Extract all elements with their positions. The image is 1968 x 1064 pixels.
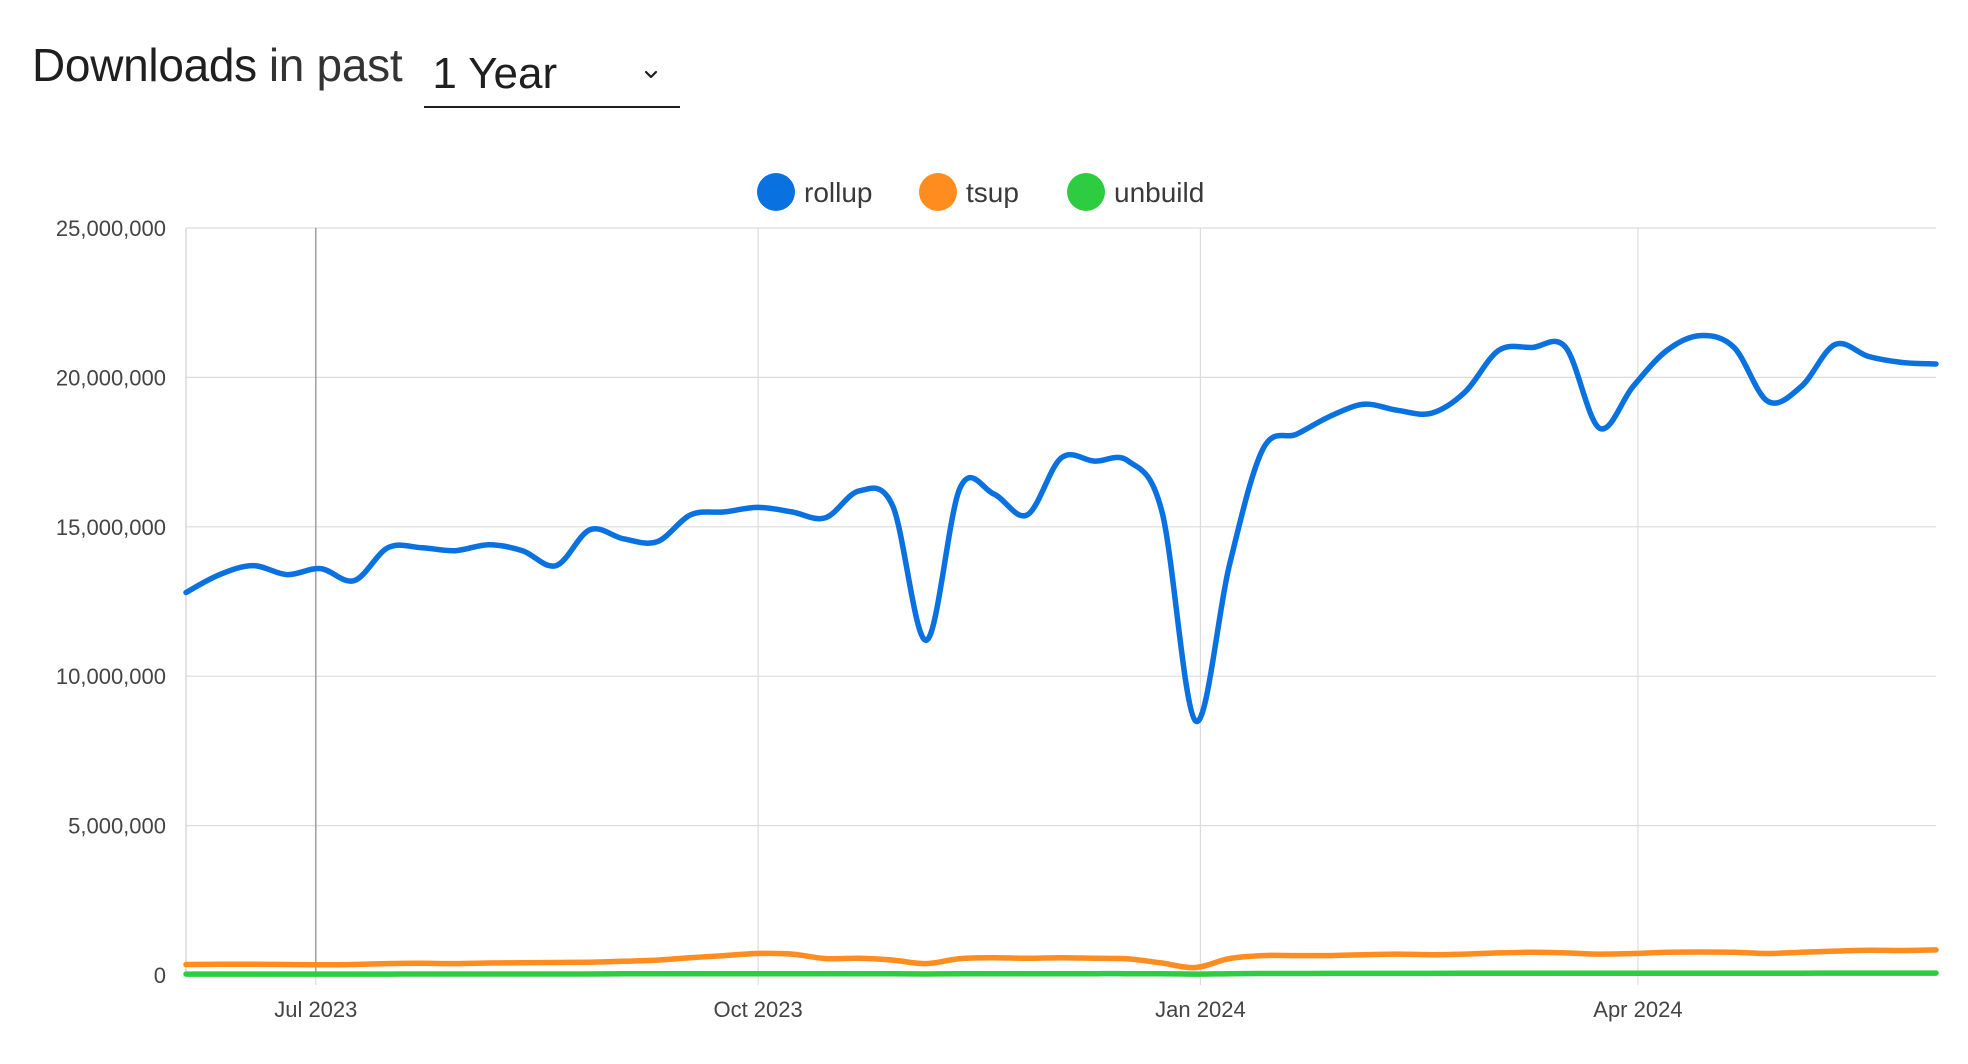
legend-label-tsup: tsup — [966, 177, 1019, 208]
time-range-select[interactable]: 1 Year — [424, 42, 681, 108]
legend-item-unbuild[interactable]: unbuild — [1067, 173, 1204, 211]
chart-axes: 0 5,000,000 10,000,000 15,000,000 20,000,000… — [56, 216, 1683, 1022]
series-line-tsup — [183, 947, 1939, 971]
y-tick-label: 25,000,000 — [56, 216, 166, 241]
y-tick-label: 5,000,000 — [68, 814, 166, 839]
x-tick-label: Oct 2023 — [713, 997, 802, 1022]
chart-series — [183, 332, 1939, 977]
x-tick-label: Apr 2024 — [1593, 997, 1682, 1022]
time-range-value: 1 Year — [432, 49, 558, 98]
x-tick-label: Jul 2023 — [274, 997, 357, 1022]
chart-legend: rollup tsup unbuild — [757, 173, 1204, 211]
series-line-unbuild — [183, 970, 1939, 977]
chart-grid — [185, 227, 1936, 985]
legend-item-tsup[interactable]: tsup — [919, 173, 1019, 211]
y-tick-label: 10,000,000 — [56, 664, 166, 689]
legend-label-unbuild: unbuild — [1114, 177, 1204, 208]
y-tick-label: 0 — [154, 963, 166, 988]
legend-swatch-unbuild — [1067, 173, 1105, 211]
downloads-title: Downloads — [32, 39, 257, 91]
downloads-subtitle: in past — [268, 39, 403, 91]
y-tick-label: 20,000,000 — [56, 365, 166, 390]
x-tick-label: Jan 2024 — [1155, 997, 1246, 1022]
series-line-rollup — [183, 332, 1939, 724]
legend-label-rollup: rollup — [804, 177, 872, 208]
legend-swatch-rollup — [757, 173, 795, 211]
y-tick-label: 15,000,000 — [56, 515, 166, 540]
legend-item-rollup[interactable]: rollup — [757, 173, 872, 211]
legend-swatch-tsup — [919, 173, 957, 211]
downloads-header: Downloads in past 1 Year — [32, 20, 681, 110]
chevron-down-icon — [645, 70, 658, 79]
